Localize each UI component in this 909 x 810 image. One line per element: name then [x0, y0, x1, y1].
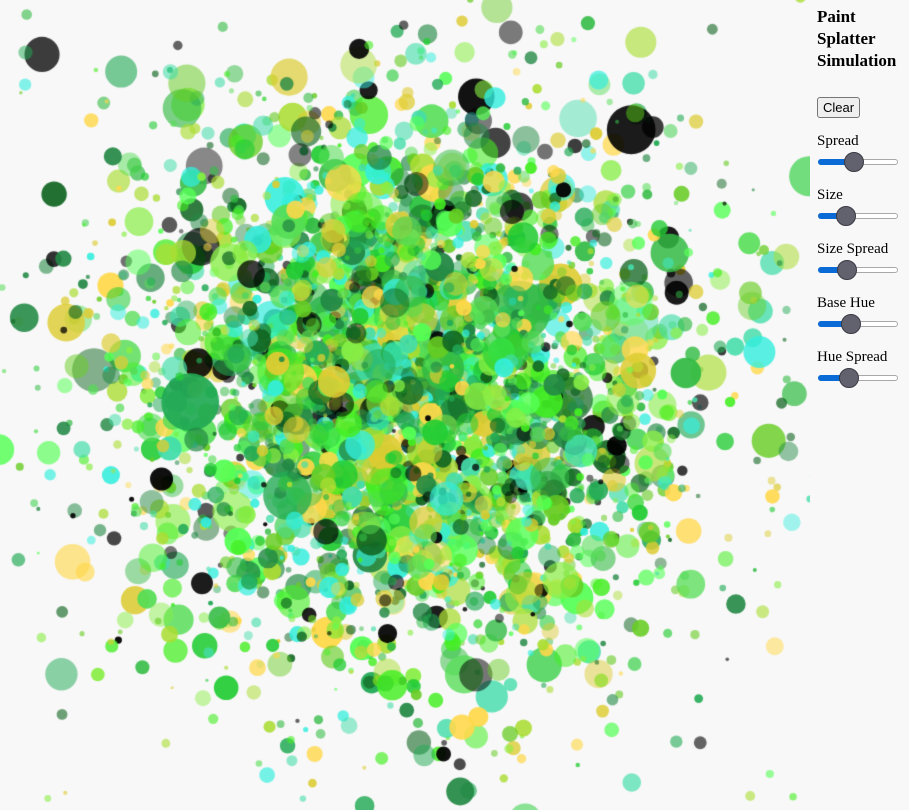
slider-fill [818, 267, 848, 273]
control-size: Size [817, 186, 907, 226]
base-hue-label: Base Hue [817, 295, 875, 311]
slider-thumb[interactable] [838, 368, 859, 388]
splatter-canvas[interactable] [0, 0, 810, 810]
size-spread-slider[interactable] [817, 260, 899, 280]
hue-spread-slider[interactable] [817, 368, 899, 388]
spread-label: Spread [817, 133, 859, 149]
size-slider[interactable] [817, 206, 899, 226]
slider-fill [818, 213, 846, 219]
base-hue-slider[interactable] [817, 314, 899, 334]
control-spread: Spread [817, 132, 907, 172]
slider-fill [818, 321, 851, 327]
slider-thumb[interactable] [843, 152, 864, 172]
control-hue-spread: Hue Spread [817, 348, 907, 388]
slider-thumb[interactable] [835, 206, 856, 226]
slider-fill [818, 375, 849, 381]
control-base-hue: Base Hue [817, 294, 907, 334]
spread-slider[interactable] [817, 152, 899, 172]
size-spread-label: Size Spread [817, 241, 889, 257]
size-label: Size [817, 187, 843, 203]
clear-button[interactable]: Clear [817, 97, 861, 118]
page-title: Paint Splatter Simulation [817, 7, 897, 70]
controls-panel: Paint Splatter Simulation Clear Spread S… [817, 0, 909, 388]
slider-thumb[interactable] [840, 314, 861, 334]
slider-fill [818, 159, 854, 165]
hue-spread-label: Hue Spread [817, 349, 888, 365]
slider-thumb[interactable] [837, 260, 858, 280]
control-size-spread: Size Spread [817, 240, 907, 280]
